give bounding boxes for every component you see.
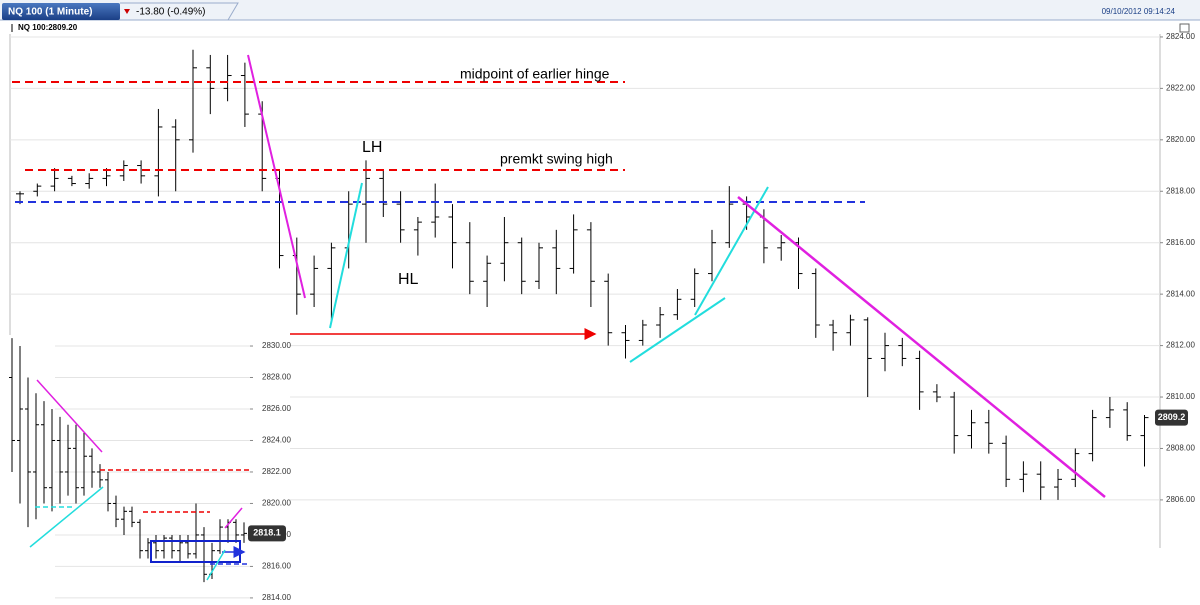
trend-line: [247, 54, 306, 299]
symbol-label: NQ 100:2809.20: [18, 23, 78, 32]
tab-bar: [0, 0, 1200, 20]
annotation: LH: [362, 139, 382, 156]
tab-label[interactable]: NQ 100 (1 Minute): [8, 7, 92, 18]
y-tick-label: 2822.00: [262, 467, 291, 476]
y-tick-label: 2820.00: [1166, 135, 1195, 144]
trend-line: [737, 196, 1106, 498]
y-tick-label: 2830.00: [262, 341, 291, 350]
y-tick-label: 2820.00: [262, 499, 291, 508]
y-tick-label: 2824.00: [1166, 32, 1195, 41]
tab-outline: [120, 2, 239, 21]
tab[interactable]: [2, 3, 120, 20]
price-tag: [1155, 409, 1188, 426]
annotation: midpoint of earlier hinge: [460, 66, 610, 82]
price-tag-label: 2809.2: [1158, 412, 1186, 422]
down-arrow: [124, 9, 130, 14]
y-tick-label: 2816.00: [262, 562, 291, 571]
change: -13.80 (-0.49%): [136, 7, 205, 18]
y-tick-label: 2808.00: [1166, 444, 1195, 453]
y-tick-label: 2806.00: [1166, 495, 1195, 504]
inset-annotations: [29, 379, 250, 581]
trend-line: [224, 507, 243, 529]
price-tag: [248, 525, 286, 542]
y-tick-label: 2810.00: [1166, 392, 1195, 401]
y-tick-label: 2818.00: [1166, 186, 1195, 195]
annotation: HL: [398, 271, 419, 288]
trend-line: [206, 549, 226, 581]
trend-line: [36, 379, 103, 453]
annotation: premkt swing high: [500, 151, 613, 167]
trend-line: [329, 182, 363, 329]
trend-line: [29, 486, 104, 548]
window-button[interactable]: [1179, 23, 1190, 33]
y-tick-label: 2814.00: [1166, 289, 1195, 298]
timestamp: 09/10/2012 09:14:24: [1102, 7, 1176, 16]
annotations: midpoint of earlier hinge premkt swing h…: [12, 54, 1106, 498]
trend-line: [694, 186, 769, 316]
y-tick-label: 2816.00: [1166, 238, 1195, 247]
y-tick-label: 2822.00: [1166, 83, 1195, 92]
y-tick-label: 2814.00: [262, 593, 291, 602]
y-tick-label: 2826.00: [262, 404, 291, 413]
price-tag-label: 2818.1: [253, 528, 281, 538]
trend-line: [629, 297, 726, 363]
y-tick-label: 2812.00: [1166, 341, 1195, 350]
y-tick-label: 2824.00: [262, 436, 291, 445]
y-tick-label: 2828.00: [262, 373, 291, 382]
